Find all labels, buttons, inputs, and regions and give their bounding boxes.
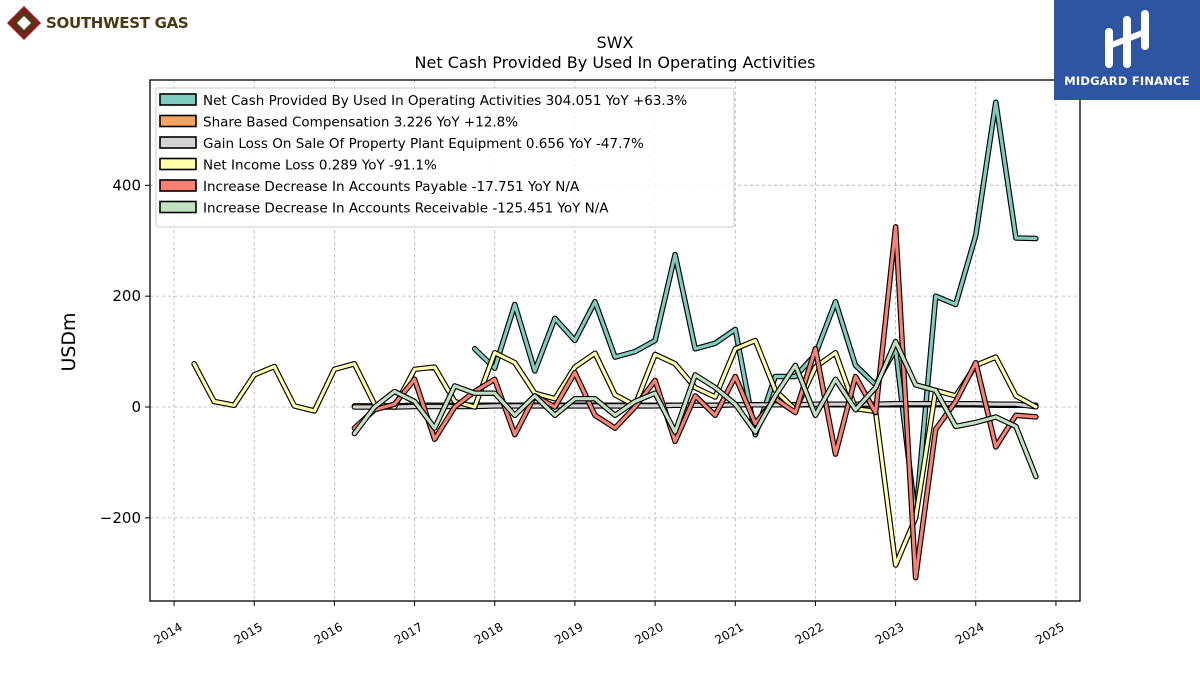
y-tick-label: 0: [131, 398, 141, 416]
legend-swatch: [159, 200, 197, 214]
legend-swatch: [159, 93, 197, 106]
legend-entry-label: Share Based Compensation 3.226 YoY +12.8…: [203, 115, 518, 131]
x-tick-label: 2023: [873, 620, 906, 647]
series-line: [192, 338, 1038, 567]
midgard-finance-logo: MIDGARD FINANCE: [1054, 0, 1200, 100]
legend-box: [155, 87, 735, 228]
x-tick-label: 2022: [793, 620, 826, 647]
x-tick-label: 2015: [231, 620, 264, 647]
x-tick-label: 2018: [472, 620, 505, 647]
series-increase-decrease-in-accounts-payable: [351, 224, 1039, 581]
chart-title: SWX: [597, 33, 634, 52]
x-tick-label: 2020: [632, 620, 665, 647]
midgard-finance-logo-text: MIDGARD FINANCE: [1064, 74, 1190, 88]
x-tick-label: 2021: [713, 620, 746, 647]
series-increase-decrease-in-accounts-receivable: [351, 338, 1039, 480]
southwest-gas-logo-text: SOUTHWEST GAS: [46, 14, 189, 32]
series-line: [352, 340, 1038, 479]
series-lines: [191, 99, 1039, 581]
plot-area: [149, 79, 1081, 602]
legend-entry-label: Increase Decrease In Accounts Payable -1…: [203, 179, 580, 195]
series-net-income-loss: [191, 337, 1039, 568]
southwest-gas-diamond-icon: [7, 6, 41, 40]
x-tick-label: 2017: [392, 620, 425, 647]
axis-ticks: 2014 2015 2016 2017 2018 2019 2020 2021 2022 2023…: [100, 176, 1067, 647]
legend-swatch: [159, 114, 197, 128]
x-tick-label: 2024: [953, 620, 986, 647]
chart-subtitle: Net Cash Provided By Used In Operating A…: [415, 53, 816, 72]
legend-entry-label: Gain Loss On Sale Of Property Plant Equi…: [203, 136, 644, 152]
southwest-gas-logo: SOUTHWEST GAS: [6, 5, 189, 41]
y-tick-label: 200: [112, 287, 141, 305]
legend-entry-label: Net Cash Provided By Used In Operating A…: [203, 93, 687, 109]
x-tick-label: 2019: [552, 620, 585, 647]
x-tick-label: 2014: [151, 620, 184, 647]
midgard-finance-emblem-icon: [1105, 10, 1149, 68]
legend-swatch: [159, 179, 197, 192]
y-axis-label: USDm: [58, 312, 80, 371]
legend-entry-label: Increase Decrease In Accounts Receivable…: [203, 201, 609, 217]
series-line: [352, 225, 1038, 580]
legend: Net Cash Provided By Used In Operating A…: [155, 87, 735, 228]
y-tick-label: 400: [112, 176, 141, 194]
legend-swatch: [159, 136, 197, 149]
legend-entry-label: Net Income Loss 0.289 YoY -91.1%: [203, 158, 437, 174]
x-tick-label: 2016: [312, 620, 345, 647]
y-tick-label: −200: [100, 509, 141, 527]
x-tick-label: 2025: [1033, 620, 1066, 647]
legend-swatch: [159, 157, 197, 171]
